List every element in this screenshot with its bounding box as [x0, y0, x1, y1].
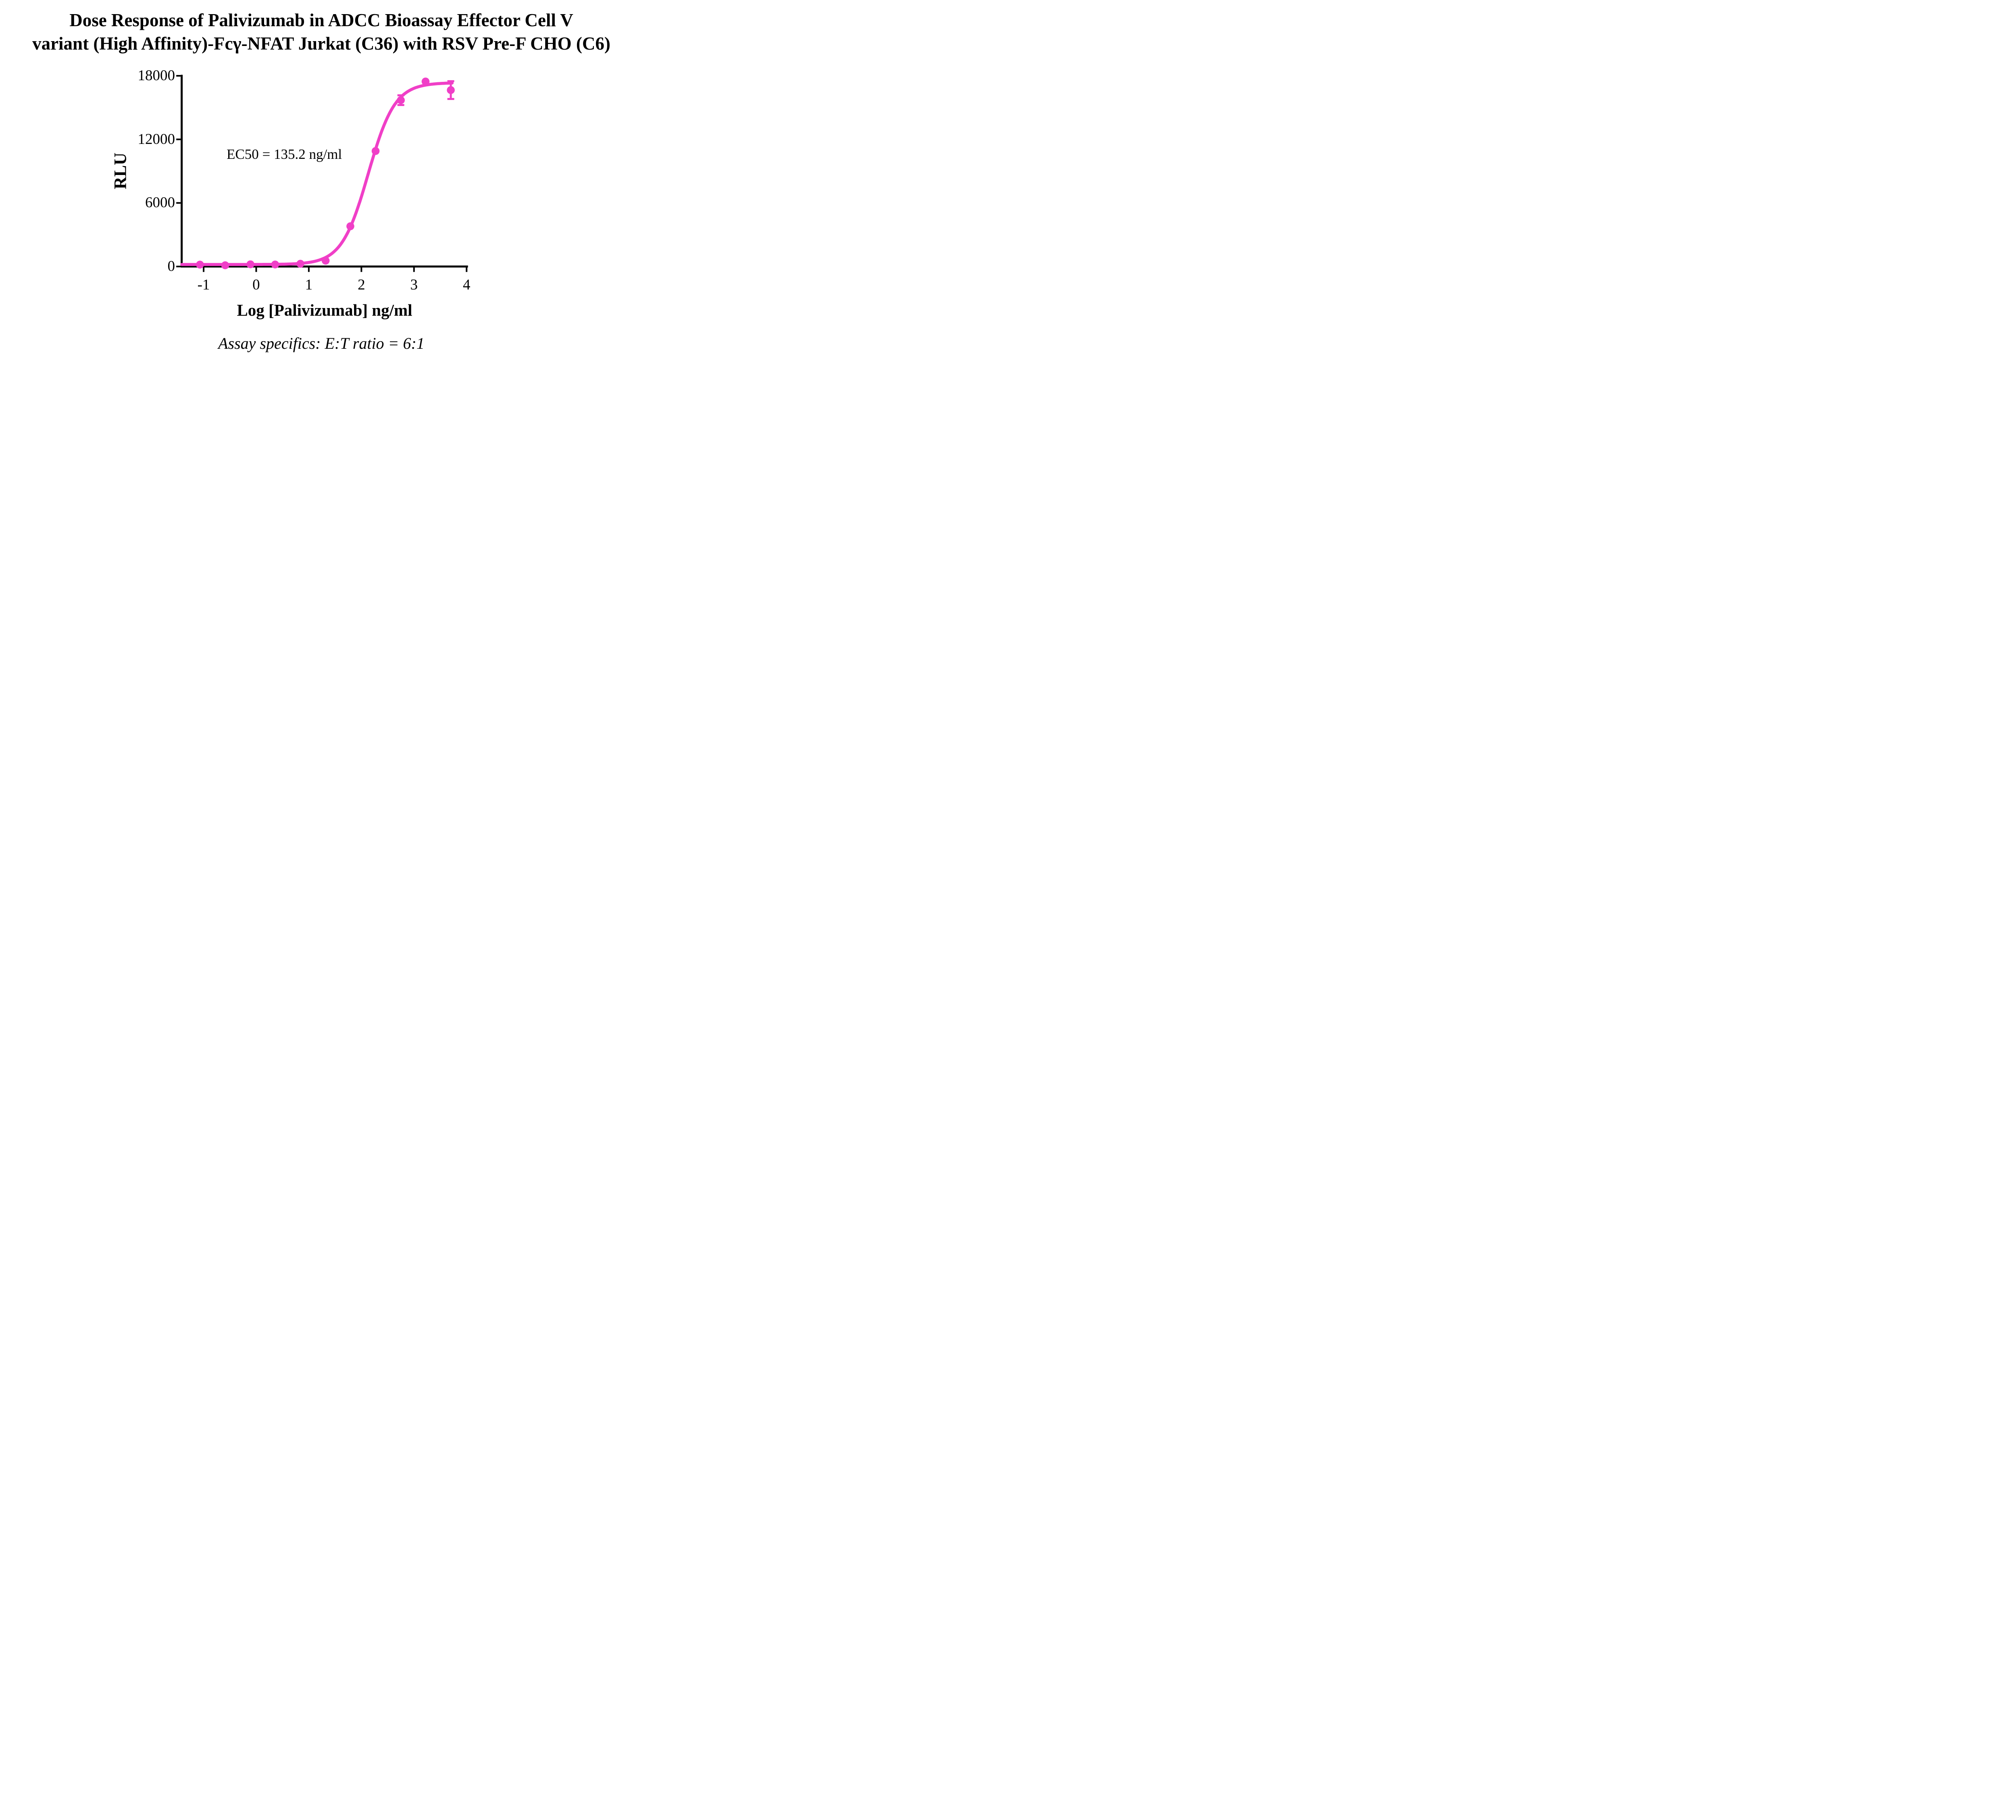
data-point-marker: [421, 77, 430, 85]
y-axis-spine: [181, 75, 183, 268]
data-point-marker: [371, 147, 380, 155]
data-point-marker: [196, 260, 204, 269]
data-point-marker: [321, 256, 330, 265]
page-title-line1: Dose Response of Palivizumab in ADCC Bio…: [69, 10, 573, 30]
dose-response-chart: [176, 75, 468, 272]
x-tick-label: -1: [197, 277, 210, 293]
figure-canvas: Dose Response of Palivizumab in ADCC Bio…: [0, 0, 643, 364]
ec50-annotation: EC50 = 135.2 ng/ml: [227, 146, 342, 162]
data-point-marker: [271, 260, 279, 269]
x-tick-label: 1: [305, 277, 313, 293]
data-point-marker: [221, 261, 229, 269]
x-tick-label: 2: [358, 277, 365, 293]
y-axis-tick: [176, 138, 181, 140]
page-title: Dose Response of Palivizumab in ADCC Bio…: [0, 9, 643, 55]
x-tick-label: 4: [462, 277, 471, 293]
data-point-marker: [346, 222, 354, 230]
page-title-line2: variant (High Affinity)-Fcγ-NFAT Jurkat …: [32, 33, 610, 54]
x-axis-tick: [202, 267, 204, 272]
y-axis-title: RLU: [111, 152, 130, 189]
y-axis-tick: [176, 266, 181, 267]
x-axis-title: Log [Palivizumab] ng/ml: [237, 301, 412, 319]
y-tick-label: 18000: [137, 67, 175, 84]
data-point-marker: [447, 86, 455, 94]
x-axis-tick: [413, 267, 415, 272]
y-axis-tick: [176, 75, 181, 77]
x-axis-tick: [255, 267, 257, 272]
x-tick-label: 0: [252, 277, 260, 293]
data-point-marker: [246, 260, 254, 269]
x-axis-tick: [308, 267, 310, 272]
fit-curve: [180, 81, 454, 266]
data-point-marker: [296, 260, 304, 268]
x-tick-label: 3: [410, 277, 418, 293]
assay-note: Assay specifics: E:T ratio = 6:1: [218, 334, 425, 352]
x-axis-tick: [360, 267, 362, 272]
x-axis-tick: [466, 267, 468, 272]
y-tick-label: 6000: [145, 194, 175, 211]
x-axis-spine: [181, 265, 468, 268]
y-axis-tick: [176, 202, 181, 204]
data-point-marker: [397, 96, 405, 104]
y-tick-label: 12000: [137, 131, 175, 148]
y-tick-label: 0: [167, 258, 175, 275]
